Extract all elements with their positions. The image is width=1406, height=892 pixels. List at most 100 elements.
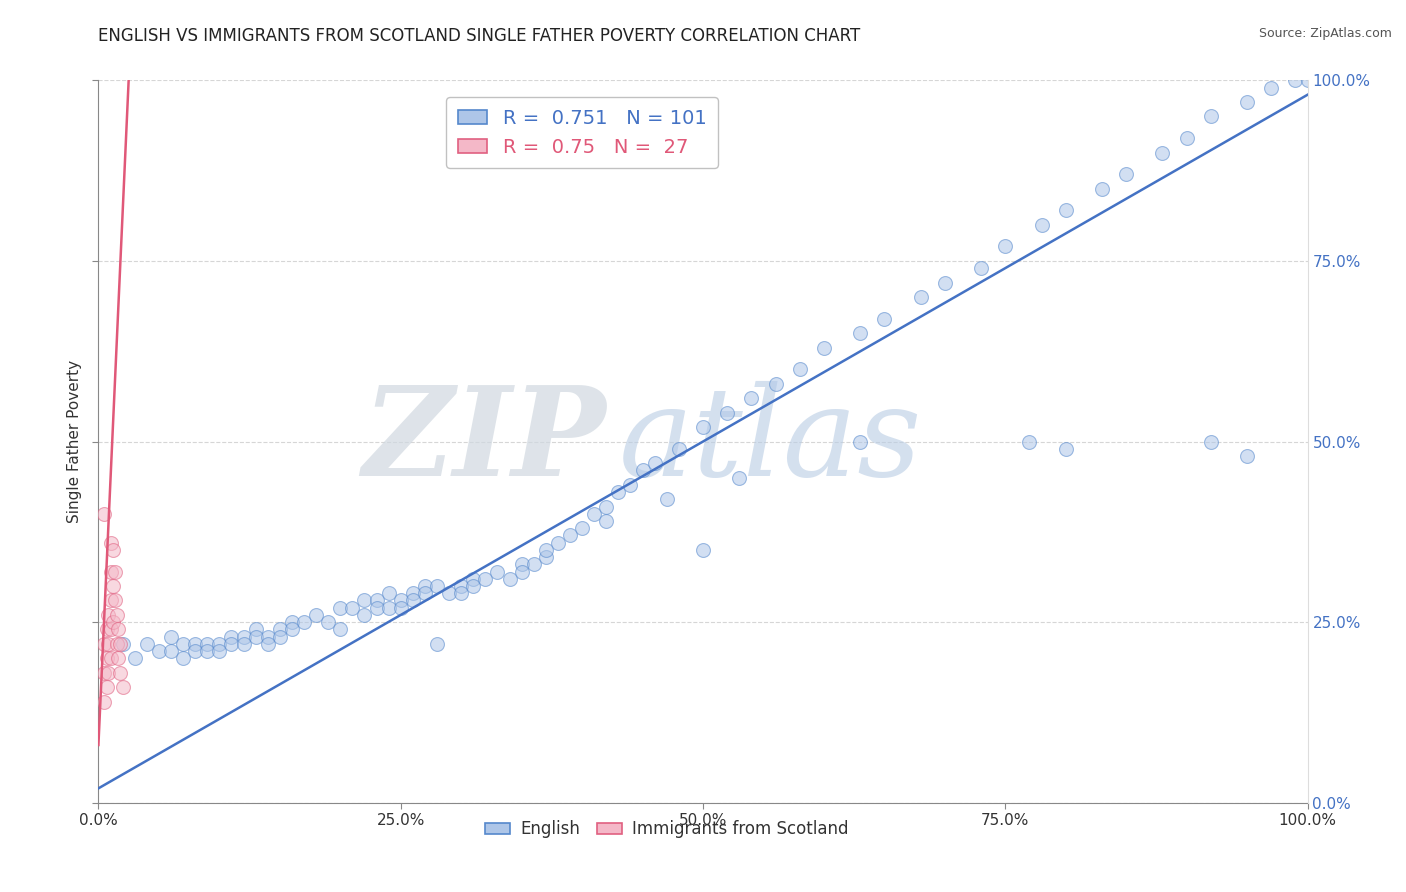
- Point: [595, 514, 617, 528]
- Point: [104, 565, 127, 579]
- Point: [342, 600, 364, 615]
- Point: [232, 637, 254, 651]
- Point: [1018, 434, 1040, 449]
- Point: [1031, 218, 1053, 232]
- Point: [184, 644, 207, 658]
- Point: [389, 600, 412, 615]
- Point: [160, 644, 183, 658]
- Point: [377, 586, 399, 600]
- Point: [366, 600, 388, 615]
- Point: [426, 637, 449, 651]
- Point: [353, 593, 375, 607]
- Point: [595, 500, 617, 514]
- Point: [353, 607, 375, 622]
- Point: [208, 644, 231, 658]
- Point: [873, 311, 896, 326]
- Point: [329, 623, 352, 637]
- Point: [111, 637, 134, 651]
- Point: [607, 485, 630, 500]
- Point: [437, 586, 460, 600]
- Point: [1199, 110, 1222, 124]
- Point: [105, 637, 128, 651]
- Point: [631, 463, 654, 477]
- Point: [100, 651, 122, 665]
- Point: [789, 362, 811, 376]
- Point: [135, 637, 157, 651]
- Point: [1236, 449, 1258, 463]
- Point: [970, 261, 993, 276]
- Point: [269, 630, 291, 644]
- Point: [668, 442, 690, 456]
- Point: [101, 542, 124, 557]
- Point: [100, 623, 122, 637]
- Point: [108, 665, 131, 680]
- Point: [245, 623, 267, 637]
- Point: [96, 623, 118, 637]
- Point: [1054, 203, 1077, 218]
- Point: [655, 492, 678, 507]
- Point: [571, 521, 593, 535]
- Point: [93, 695, 115, 709]
- Point: [1260, 80, 1282, 95]
- Y-axis label: Single Father Poverty: Single Father Poverty: [67, 360, 83, 523]
- Point: [377, 600, 399, 615]
- Point: [316, 615, 339, 630]
- Point: [413, 586, 436, 600]
- Point: [402, 593, 425, 607]
- Point: [105, 607, 128, 622]
- Point: [1115, 167, 1137, 181]
- Point: [547, 535, 569, 549]
- Point: [463, 572, 485, 586]
- Point: [765, 376, 787, 391]
- Point: [402, 586, 425, 600]
- Point: [498, 572, 520, 586]
- Point: [910, 290, 932, 304]
- Point: [195, 644, 218, 658]
- Point: [96, 651, 118, 665]
- Point: [256, 630, 278, 644]
- Point: [107, 623, 129, 637]
- Point: [510, 565, 533, 579]
- Point: [281, 623, 304, 637]
- Point: [534, 542, 557, 557]
- Text: atlas: atlas: [619, 381, 922, 502]
- Point: [104, 593, 127, 607]
- Point: [100, 565, 122, 579]
- Point: [292, 615, 315, 630]
- Point: [1284, 73, 1306, 87]
- Point: [1054, 442, 1077, 456]
- Point: [97, 637, 120, 651]
- Point: [426, 579, 449, 593]
- Point: [160, 630, 183, 644]
- Point: [256, 637, 278, 651]
- Point: [1199, 434, 1222, 449]
- Point: [413, 579, 436, 593]
- Point: [107, 651, 129, 665]
- Point: [366, 593, 388, 607]
- Point: [1236, 95, 1258, 109]
- Point: [232, 630, 254, 644]
- Text: ENGLISH VS IMMIGRANTS FROM SCOTLAND SINGLE FATHER POVERTY CORRELATION CHART: ENGLISH VS IMMIGRANTS FROM SCOTLAND SING…: [98, 27, 860, 45]
- Point: [93, 507, 115, 521]
- Point: [510, 558, 533, 572]
- Point: [124, 651, 146, 665]
- Point: [96, 680, 118, 694]
- Point: [172, 651, 194, 665]
- Point: [463, 579, 485, 593]
- Point: [269, 623, 291, 637]
- Point: [100, 593, 122, 607]
- Point: [583, 507, 606, 521]
- Point: [221, 637, 243, 651]
- Point: [100, 535, 122, 549]
- Point: [184, 637, 207, 651]
- Point: [208, 637, 231, 651]
- Point: [389, 593, 412, 607]
- Point: [281, 615, 304, 630]
- Point: [97, 607, 120, 622]
- Point: [195, 637, 218, 651]
- Point: [716, 406, 738, 420]
- Point: [692, 542, 714, 557]
- Point: [849, 434, 872, 449]
- Point: [813, 341, 835, 355]
- Point: [558, 528, 581, 542]
